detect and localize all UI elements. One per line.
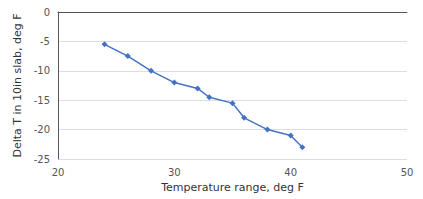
svg-text:-25: -25 xyxy=(34,154,50,165)
svg-text:-20: -20 xyxy=(34,124,50,135)
svg-text:0: 0 xyxy=(44,7,50,18)
svg-text:-10: -10 xyxy=(34,65,50,76)
svg-text:Temperature range, deg F: Temperature range, deg F xyxy=(160,181,304,194)
svg-text:50: 50 xyxy=(401,167,414,178)
svg-text:Delta T in 10in slab, deg F: Delta T in 10in slab, deg F xyxy=(11,13,24,157)
svg-text:30: 30 xyxy=(168,167,181,178)
svg-text:-5: -5 xyxy=(40,36,50,47)
svg-text:-15: -15 xyxy=(34,95,50,106)
svg-text:20: 20 xyxy=(52,167,65,178)
svg-text:40: 40 xyxy=(284,167,297,178)
